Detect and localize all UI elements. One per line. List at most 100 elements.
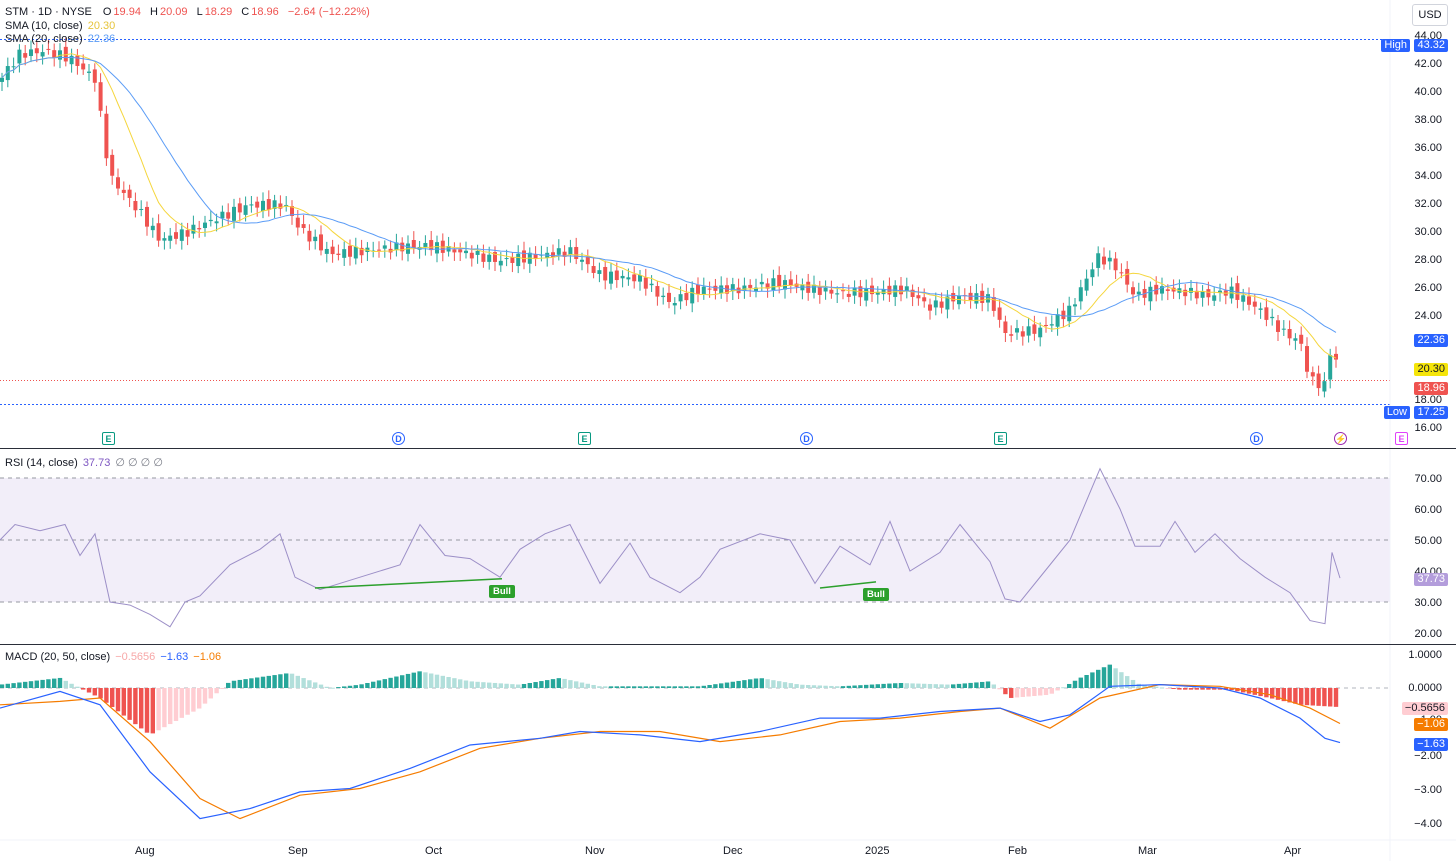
- candle-body: [829, 289, 834, 294]
- candle-body: [139, 208, 144, 210]
- macd-histogram-bar: [278, 674, 283, 688]
- dividend-icon[interactable]: D: [800, 432, 813, 445]
- candle-body: [336, 253, 341, 255]
- macd-histogram-bar: [904, 683, 909, 688]
- time-axis-tick-label: 2025: [865, 845, 890, 857]
- high-value: 20.09: [159, 6, 188, 18]
- earnings-icon[interactable]: E: [578, 432, 591, 445]
- candle-body: [237, 203, 242, 213]
- macd-histogram-bar: [121, 688, 126, 716]
- candle-body: [551, 252, 555, 257]
- macd-histogram-bar: [382, 679, 387, 688]
- candle-body: [411, 240, 416, 248]
- candle-body: [1235, 283, 1240, 300]
- macd-histogram-bar: [17, 682, 22, 688]
- macd-histogram-bar: [63, 680, 68, 688]
- dividend-icon[interactable]: D: [1250, 432, 1263, 445]
- symbol-label[interactable]: STM · 1D · NYSE: [5, 6, 92, 18]
- macd-histogram-bar: [1316, 688, 1321, 706]
- macd-histogram-bar: [324, 686, 329, 688]
- macd-histogram-bar: [98, 688, 103, 699]
- candle-body: [342, 249, 347, 258]
- macd-histogram-bar: [1188, 688, 1194, 690]
- macd-histogram-bar: [1154, 686, 1159, 688]
- bull-divergence-label: Bull: [489, 585, 515, 598]
- macd-histogram-bar: [1328, 688, 1333, 707]
- earnings-icon[interactable]: E: [102, 432, 115, 445]
- candle-body: [284, 204, 289, 206]
- candle-body: [759, 281, 764, 285]
- macd-histogram-bar: [28, 681, 34, 688]
- macd-line-tag: −1.63: [1414, 738, 1448, 751]
- macd-axis-tick-label: −4.00: [1414, 818, 1442, 830]
- candle-body: [377, 249, 381, 251]
- candle-body: [1305, 346, 1309, 372]
- candle-body: [121, 189, 126, 193]
- split-lightning-icon[interactable]: ⚡: [1334, 432, 1347, 445]
- candle-body: [556, 248, 561, 255]
- macd-histogram-bar: [1200, 688, 1205, 690]
- candle-body: [510, 257, 515, 263]
- macd-histogram-bar: [887, 683, 892, 688]
- candle-body: [324, 248, 329, 254]
- macd-axis-tick-label: 1.0000: [1408, 649, 1442, 661]
- sma20-line: [1, 56, 1337, 333]
- future-earnings-icon[interactable]: E: [1395, 432, 1408, 445]
- macd-histogram-bar: [434, 674, 440, 688]
- rsi-legend[interactable]: RSI (14, close) 37.73 ∅ ∅ ∅ ∅: [5, 456, 165, 469]
- macd-histogram-bar: [1119, 672, 1124, 688]
- macd-histogram-bar: [788, 683, 793, 688]
- macd-histogram-bar: [533, 682, 538, 688]
- macd-histogram-bar: [1258, 688, 1263, 697]
- macd-hist-tag: −0.5656: [1401, 702, 1448, 715]
- candle-body: [562, 251, 567, 257]
- sma10-legend[interactable]: SMA (10, close) 20.30: [5, 20, 117, 32]
- dividend-icon[interactable]: D: [392, 432, 405, 445]
- pane-separator-rsi[interactable]: [0, 448, 1456, 449]
- sma10-value: 20.30: [87, 20, 116, 32]
- sma10-line: [1, 53, 1337, 359]
- macd-histogram-bar: [231, 680, 237, 688]
- macd-legend[interactable]: MACD (20, 50, close) −0.5656 −1.63 −1.06: [5, 651, 223, 663]
- macd-histogram-bar: [1014, 688, 1020, 698]
- macd-histogram-bar: [1304, 688, 1310, 706]
- candle-body: [435, 242, 439, 254]
- time-axis-tick-label: Aug: [135, 845, 155, 857]
- high-tag: 43.32: [1414, 39, 1448, 52]
- macd-hist-value: −0.5656: [115, 651, 156, 663]
- candle-body: [29, 49, 33, 56]
- macd-histogram-bar: [695, 686, 701, 688]
- candle-body: [864, 288, 869, 301]
- currency-button[interactable]: USD: [1412, 4, 1448, 26]
- candle-body: [719, 285, 724, 294]
- macd-axis-tick-label: −3.00: [1414, 784, 1442, 796]
- candle-body: [295, 217, 300, 228]
- high-tag-label: High: [1381, 39, 1410, 52]
- candle-body: [1125, 268, 1130, 285]
- candle-body: [1258, 308, 1263, 310]
- candle-body: [1241, 295, 1246, 302]
- macd-histogram-bar: [353, 685, 358, 688]
- macd-histogram-bar: [516, 684, 521, 688]
- close-tag: 18.96: [1414, 382, 1448, 395]
- candle-body: [0, 77, 4, 82]
- candle-body: [493, 252, 497, 262]
- candle-body: [643, 277, 648, 289]
- candle-body: [771, 278, 776, 291]
- candle-body: [1078, 287, 1083, 302]
- candle-body: [69, 55, 74, 65]
- candle-body: [1287, 328, 1292, 339]
- pane-separator-macd[interactable]: [0, 644, 1456, 645]
- candle-body: [522, 250, 526, 263]
- macd-histogram-bar: [0, 684, 5, 688]
- sma20-legend[interactable]: SMA (20, close) 22.36: [5, 33, 117, 45]
- rsi-axis-tick-label: 60.00: [1414, 504, 1442, 516]
- macd-histogram-bar: [1275, 688, 1281, 700]
- price-axis-tick-label: 26.00: [1414, 282, 1442, 294]
- candle-body: [910, 289, 915, 297]
- candle-body: [585, 256, 590, 265]
- macd-histogram-bar: [1322, 688, 1327, 707]
- earnings-icon[interactable]: E: [994, 432, 1007, 445]
- candle-body: [429, 240, 434, 251]
